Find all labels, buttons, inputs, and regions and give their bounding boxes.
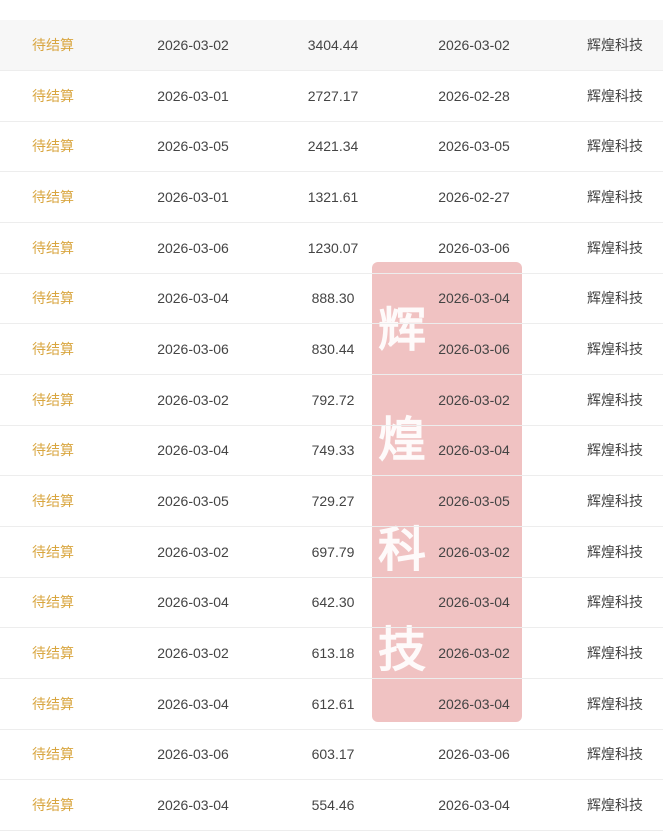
status-cell: 待结算 bbox=[32, 645, 74, 662]
date-cell: 2026-03-02 bbox=[157, 645, 229, 662]
company-cell: 辉煌科技 bbox=[587, 341, 643, 358]
date-cell: 2026-03-06 bbox=[157, 341, 229, 358]
table-row[interactable]: 待结算 2026-03-06 830.44 2026-03-06 辉煌科技 bbox=[0, 324, 663, 376]
company-cell: 辉煌科技 bbox=[587, 493, 643, 510]
company-cell: 辉煌科技 bbox=[587, 645, 643, 662]
table-row[interactable]: 待结算 2026-03-02 613.18 2026-03-02 辉煌科技 bbox=[0, 628, 663, 680]
settle-date-cell: 2026-02-28 bbox=[438, 87, 510, 104]
amount-cell: 612.61 bbox=[311, 695, 355, 712]
table-row[interactable]: 待结算 2026-03-02 792.72 2026-03-02 辉煌科技 bbox=[0, 375, 663, 426]
date-cell: 2026-03-02 bbox=[157, 543, 229, 560]
date-cell: 2026-03-04 bbox=[157, 695, 229, 712]
status-cell: 待结算 bbox=[32, 391, 74, 408]
status-cell: 待结算 bbox=[32, 138, 74, 155]
table-row[interactable]: 待结算 2026-03-04 642.30 2026-03-04 辉煌科技 bbox=[0, 577, 663, 629]
settle-date-cell: 2026-03-02 bbox=[438, 543, 510, 560]
company-cell: 辉煌科技 bbox=[587, 543, 643, 560]
company-cell: 辉煌科技 bbox=[587, 797, 643, 814]
date-cell: 2026-03-06 bbox=[157, 239, 229, 256]
date-cell: 2026-03-01 bbox=[157, 87, 229, 104]
status-cell: 待结算 bbox=[32, 594, 74, 611]
table-row[interactable]: 待结算 2026-03-04 612.61 2026-03-04 辉煌科技 bbox=[0, 679, 663, 730]
status-cell: 待结算 bbox=[32, 493, 74, 510]
settle-date-cell: 2026-02-27 bbox=[438, 189, 510, 205]
settle-date-cell: 2026-03-02 bbox=[438, 645, 510, 662]
date-cell: 2026-03-02 bbox=[157, 37, 229, 53]
date-cell: 2026-03-06 bbox=[157, 746, 229, 763]
table-row[interactable]: 待结算 2026-03-02 3404.44 2026-03-02 辉煌科技 bbox=[0, 20, 663, 71]
amount-cell: 2727.17 bbox=[307, 87, 359, 104]
company-cell: 辉煌科技 bbox=[587, 87, 643, 104]
table-row[interactable]: 待结算 2026-03-04 749.33 2026-03-04 辉煌科技 bbox=[0, 425, 663, 477]
amount-cell: 830.44 bbox=[311, 341, 355, 358]
amount-cell: 642.30 bbox=[311, 594, 355, 611]
amount-cell: 749.33 bbox=[311, 442, 355, 459]
amount-cell: 729.27 bbox=[311, 493, 355, 510]
status-cell: 待结算 bbox=[32, 87, 74, 104]
table-row[interactable]: 待结算 2026-03-04 888.30 2026-03-04 辉煌科技 bbox=[0, 273, 663, 325]
table-row[interactable]: 待结算 2026-03-02 697.79 2026-03-02 辉煌科技 bbox=[0, 527, 663, 578]
amount-cell: 792.72 bbox=[311, 391, 355, 408]
table-row[interactable]: 待结算 2026-03-04 554.46 2026-03-04 辉煌科技 bbox=[0, 780, 663, 831]
date-cell: 2026-03-02 bbox=[157, 391, 229, 408]
status-cell: 待结算 bbox=[32, 189, 74, 205]
settle-date-cell: 2026-03-06 bbox=[438, 746, 510, 763]
amount-cell: 888.30 bbox=[311, 290, 355, 307]
settle-date-cell: 2026-03-02 bbox=[438, 391, 510, 408]
company-cell: 辉煌科技 bbox=[587, 594, 643, 611]
company-cell: 辉煌科技 bbox=[587, 695, 643, 712]
company-cell: 辉煌科技 bbox=[587, 746, 643, 763]
amount-cell: 1321.61 bbox=[307, 189, 359, 205]
company-cell: 辉煌科技 bbox=[587, 138, 643, 155]
table-row[interactable]: 待结算 2026-03-01 1321.61 2026-02-27 辉煌科技 bbox=[0, 172, 663, 223]
company-cell: 辉煌科技 bbox=[587, 442, 643, 459]
date-cell: 2026-03-05 bbox=[157, 138, 229, 155]
settle-date-cell: 2026-03-04 bbox=[438, 290, 510, 307]
date-cell: 2026-03-01 bbox=[157, 189, 229, 205]
settle-date-cell: 2026-03-05 bbox=[438, 493, 510, 510]
amount-cell: 3404.44 bbox=[307, 37, 359, 53]
amount-cell: 1230.07 bbox=[307, 239, 359, 256]
company-cell: 辉煌科技 bbox=[587, 239, 643, 256]
company-cell: 辉煌科技 bbox=[587, 189, 643, 205]
status-cell: 待结算 bbox=[32, 290, 74, 307]
settle-date-cell: 2026-03-04 bbox=[438, 442, 510, 459]
company-cell: 辉煌科技 bbox=[587, 290, 643, 307]
amount-cell: 2421.34 bbox=[307, 138, 359, 155]
settle-date-cell: 2026-03-02 bbox=[438, 37, 510, 53]
date-cell: 2026-03-05 bbox=[157, 493, 229, 510]
status-cell: 待结算 bbox=[32, 797, 74, 814]
table-row[interactable]: 待结算 2026-03-06 603.17 2026-03-06 辉煌科技 bbox=[0, 729, 663, 781]
table-row[interactable]: 待结算 2026-03-05 2421.34 2026-03-05 辉煌科技 bbox=[0, 121, 663, 173]
settle-date-cell: 2026-03-06 bbox=[438, 239, 510, 256]
table-row[interactable]: 待结算 2026-03-05 729.27 2026-03-05 辉煌科技 bbox=[0, 476, 663, 528]
date-cell: 2026-03-04 bbox=[157, 290, 229, 307]
table-top-spacer bbox=[0, 0, 663, 21]
date-cell: 2026-03-04 bbox=[157, 594, 229, 611]
status-cell: 待结算 bbox=[32, 442, 74, 459]
status-cell: 待结算 bbox=[32, 543, 74, 560]
settle-date-cell: 2026-03-05 bbox=[438, 138, 510, 155]
settle-date-cell: 2026-03-04 bbox=[438, 695, 510, 712]
status-cell: 待结算 bbox=[32, 746, 74, 763]
status-cell: 待结算 bbox=[32, 37, 74, 53]
company-cell: 辉煌科技 bbox=[587, 37, 643, 53]
status-cell: 待结算 bbox=[32, 695, 74, 712]
settle-date-cell: 2026-03-04 bbox=[438, 797, 510, 814]
company-cell: 辉煌科技 bbox=[587, 391, 643, 408]
date-cell: 2026-03-04 bbox=[157, 797, 229, 814]
amount-cell: 603.17 bbox=[311, 746, 355, 763]
table-row[interactable]: 待结算 2026-03-06 1230.07 2026-03-06 辉煌科技 bbox=[0, 223, 663, 274]
amount-cell: 697.79 bbox=[311, 543, 355, 560]
settle-date-cell: 2026-03-06 bbox=[438, 341, 510, 358]
settle-date-cell: 2026-03-04 bbox=[438, 594, 510, 611]
status-cell: 待结算 bbox=[32, 341, 74, 358]
date-cell: 2026-03-04 bbox=[157, 442, 229, 459]
table-row[interactable]: 待结算 2026-03-01 2727.17 2026-02-28 辉煌科技 bbox=[0, 71, 663, 122]
amount-cell: 554.46 bbox=[311, 797, 355, 814]
amount-cell: 613.18 bbox=[311, 645, 355, 662]
status-cell: 待结算 bbox=[32, 239, 74, 256]
